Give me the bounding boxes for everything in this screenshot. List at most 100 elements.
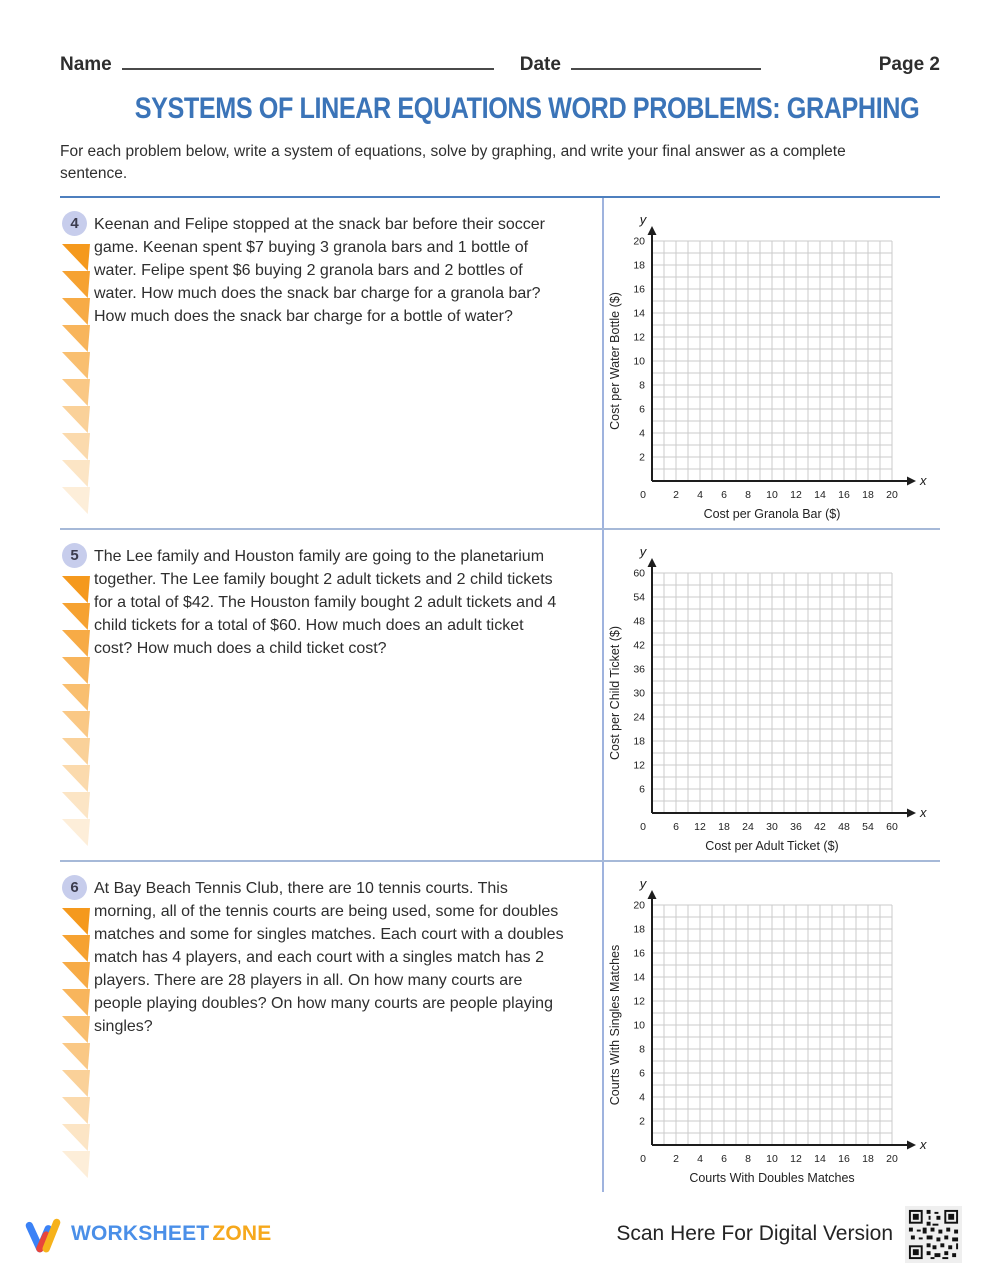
svg-text:4: 4 <box>697 1153 703 1165</box>
worksheetzone-logo-icon <box>25 1218 61 1253</box>
svg-text:Cost per Child Ticket ($): Cost per Child Ticket ($) <box>608 626 622 760</box>
worksheetzone-logo: WORKSHEET ZONE <box>23 1213 271 1255</box>
svg-text:14: 14 <box>633 308 645 320</box>
svg-text:48: 48 <box>633 616 645 628</box>
problem-text-column: 4 Keenan and Felipe stopped at the snack… <box>60 198 602 528</box>
triangle-icon <box>62 792 90 819</box>
triangle-decoration <box>62 244 90 514</box>
svg-text:8: 8 <box>639 380 645 392</box>
svg-text:8: 8 <box>745 489 751 501</box>
svg-text:36: 36 <box>633 664 645 676</box>
triangle-icon <box>62 1070 90 1097</box>
svg-text:14: 14 <box>633 972 645 984</box>
name-blank-line <box>121 56 494 70</box>
svg-text:y: y <box>639 212 648 227</box>
triangle-icon <box>62 325 90 352</box>
triangle-icon <box>62 460 90 487</box>
svg-text:20: 20 <box>886 489 898 501</box>
svg-text:0: 0 <box>640 1153 646 1165</box>
triangle-icon <box>62 298 90 325</box>
footer: WORKSHEET ZONE Scan Here For Digital Vers… <box>0 1187 1000 1279</box>
svg-text:16: 16 <box>633 284 645 296</box>
svg-text:20: 20 <box>633 236 645 248</box>
coordinate-grid: y x 6 12 18 24 30 36 42 48 54 60 0 6 12 18 24 30 36 42 48 54 6… <box>604 537 940 859</box>
qr-code-icon <box>905 1205 962 1263</box>
svg-text:18: 18 <box>633 736 645 748</box>
svg-text:Courts With Singles Matches: Courts With Singles Matches <box>608 945 622 1105</box>
svg-text:12: 12 <box>790 489 802 501</box>
triangle-icon <box>62 352 90 379</box>
triangle-icon <box>62 433 90 460</box>
name-label: Name <box>60 54 112 75</box>
svg-text:6: 6 <box>639 404 645 416</box>
triangle-icon <box>62 962 90 989</box>
triangle-icon <box>62 271 90 298</box>
svg-text:18: 18 <box>718 821 730 833</box>
brand-name: WORKSHEET ZONE <box>71 1222 272 1245</box>
triangle-icon <box>62 684 90 711</box>
triangle-icon <box>62 908 90 935</box>
svg-text:12: 12 <box>633 760 645 772</box>
triangle-icon <box>62 1124 90 1151</box>
triangle-icon <box>62 935 90 962</box>
header: Name Date Page 2 <box>60 0 940 76</box>
svg-text:0: 0 <box>640 489 646 501</box>
svg-text:Cost per Granola Bar ($): Cost per Granola Bar ($) <box>704 507 841 521</box>
svg-text:18: 18 <box>633 924 645 936</box>
triangle-icon <box>62 1097 90 1124</box>
svg-text:y: y <box>639 544 648 559</box>
svg-text:Cost per Water Bottle ($): Cost per Water Bottle ($) <box>608 292 622 430</box>
svg-text:24: 24 <box>742 821 754 833</box>
svg-text:30: 30 <box>633 688 645 700</box>
triangle-icon <box>62 244 90 271</box>
svg-text:10: 10 <box>766 1153 778 1165</box>
coordinate-grid: y x 2 4 6 8 10 12 14 16 18 20 0 2 4 6 8 10 12 14 16 18 20 Court… <box>604 869 940 1191</box>
svg-text:2: 2 <box>639 1116 645 1128</box>
svg-text:12: 12 <box>694 821 706 833</box>
triangle-icon <box>62 576 90 603</box>
svg-text:x: x <box>919 1137 927 1152</box>
problem-text: The Lee family and Houston family are go… <box>94 548 557 657</box>
svg-text:6: 6 <box>639 1068 645 1080</box>
problem-row-4: 4 Keenan and Felipe stopped at the snack… <box>60 196 940 528</box>
triangle-icon <box>62 630 90 657</box>
triangle-icon <box>62 1043 90 1070</box>
svg-text:30: 30 <box>766 821 778 833</box>
svg-text:6: 6 <box>721 489 727 501</box>
svg-text:60: 60 <box>633 568 645 580</box>
triangle-icon <box>62 406 90 433</box>
date-blank-line <box>570 56 761 70</box>
triangle-icon <box>62 1151 90 1178</box>
svg-text:0: 0 <box>640 821 646 833</box>
triangle-icon <box>62 603 90 630</box>
svg-text:48: 48 <box>838 821 850 833</box>
svg-text:8: 8 <box>639 1044 645 1056</box>
page-number: Page 2 <box>878 54 940 75</box>
instructions-text: For each problem below, write a system o… <box>60 143 846 182</box>
svg-text:16: 16 <box>633 948 645 960</box>
problem-row-5: 5 The Lee family and Houston family are … <box>60 528 940 860</box>
svg-text:18: 18 <box>633 260 645 272</box>
svg-text:8: 8 <box>745 1153 751 1165</box>
svg-text:Cost per Adult Ticket ($): Cost per Adult Ticket ($) <box>705 839 838 853</box>
svg-text:2: 2 <box>639 452 645 464</box>
triangle-icon <box>62 657 90 684</box>
triangle-icon <box>62 487 90 514</box>
triangle-icon <box>62 711 90 738</box>
svg-text:24: 24 <box>633 712 645 724</box>
svg-text:x: x <box>919 805 927 820</box>
svg-text:36: 36 <box>790 821 802 833</box>
triangle-icon <box>62 765 90 792</box>
triangle-icon <box>62 819 90 846</box>
graph-panel: y x 2 4 6 8 10 12 14 16 18 20 0 2 4 6 8 10 12 14 16 18 20 Court… <box>602 862 940 1192</box>
svg-text:54: 54 <box>862 821 874 833</box>
svg-text:20: 20 <box>886 1153 898 1165</box>
svg-text:10: 10 <box>633 356 645 368</box>
problem-number-badge: 5 <box>62 543 87 568</box>
problem-row-6: 6 At Bay Beach Tennis Club, there are 10… <box>60 860 940 1192</box>
triangle-icon <box>62 379 90 406</box>
svg-text:16: 16 <box>838 1153 850 1165</box>
svg-text:12: 12 <box>790 1153 802 1165</box>
svg-text:10: 10 <box>766 489 778 501</box>
